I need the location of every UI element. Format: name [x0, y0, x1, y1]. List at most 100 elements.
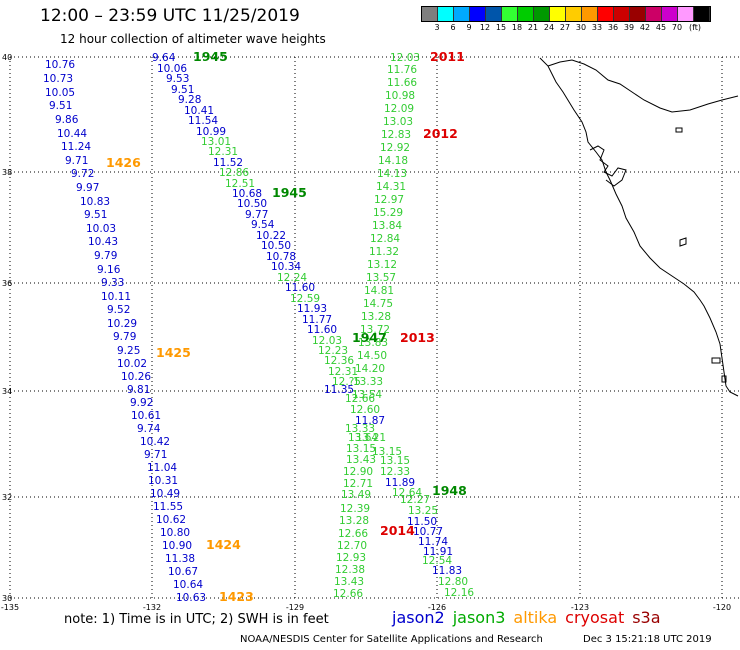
wave-height-label: 9.28 — [178, 94, 201, 106]
wave-height-label: 10.98 — [385, 90, 415, 102]
pass-time-label: 2012 — [423, 126, 458, 141]
wave-height-color-scale: 3 6 9 12 15 18 21 24 27 30 33 36 39 42 45 70 (ft) — [421, 6, 711, 34]
wave-height-label: 13.25 — [408, 505, 438, 517]
wave-height-label: 12.38 — [335, 564, 365, 576]
scale-swatch — [438, 7, 454, 21]
wave-height-label: 10.61 — [131, 410, 161, 422]
wave-height-label: 9.16 — [97, 264, 121, 276]
altimeter-tracks: 10.7610.7310.059.519.8610.4411.249.719.7… — [43, 49, 474, 604]
channel-island-4 — [721, 375, 727, 383]
sf-bay — [589, 145, 627, 187]
wave-height-label: 9.64 — [152, 52, 176, 64]
pass-time-label: 1948 — [432, 483, 467, 498]
latitude-label: 34 — [2, 387, 12, 396]
wave-height-label: 11.35 — [324, 384, 354, 396]
wave-height-label: 13.21 — [356, 432, 386, 444]
wave-height-label: 9.53 — [166, 73, 189, 85]
wave-height-label: 13.15 — [346, 443, 376, 455]
wave-height-label: 10.68 — [232, 188, 262, 200]
wave-height-label: 12.80 — [438, 576, 468, 588]
wave-height-label: 12.90 — [343, 466, 373, 478]
channel-island-1 — [675, 127, 683, 133]
wave-height-label: 9.77 — [245, 209, 268, 221]
legend-cryosat: cryosat — [565, 608, 625, 627]
wave-height-label: 11.89 — [385, 477, 415, 489]
wave-height-label: 13.28 — [361, 311, 391, 323]
wave-height-label: 12.03 — [390, 52, 420, 64]
wave-height-label: 15.29 — [373, 207, 403, 219]
wave-height-label: 10.11 — [101, 291, 131, 303]
pass-time-label: 1426 — [106, 155, 141, 170]
wave-height-label: 11.32 — [369, 246, 399, 258]
scale-swatch — [630, 7, 646, 21]
wave-height-label: 10.29 — [107, 318, 137, 330]
wave-height-label: 13.43 — [334, 576, 364, 588]
wave-height-label: 13.43 — [346, 454, 376, 466]
wave-height-label: 10.26 — [121, 371, 151, 383]
wave-height-label: 10.22 — [256, 230, 286, 242]
scale-label: 18 — [511, 23, 523, 32]
scale-swatch — [454, 7, 470, 21]
wave-height-label: 10.80 — [160, 527, 190, 539]
wave-height-label: 13.15 — [380, 455, 410, 467]
wave-height-label: 13.57 — [366, 272, 396, 284]
scale-label: 36 — [607, 23, 619, 32]
wave-height-label: 10.03 — [86, 223, 116, 235]
scale-swatch — [662, 7, 678, 21]
wave-height-label: 13.49 — [341, 489, 371, 501]
wave-height-label: 9.86 — [55, 114, 79, 126]
wave-height-label: 13.01 — [201, 136, 231, 148]
wave-height-label: 12.84 — [370, 233, 400, 245]
wave-height-label: 10.50 — [261, 240, 291, 252]
latitude-label: 40 — [2, 53, 12, 62]
channel-island-3 — [711, 357, 721, 364]
legend-altika: altika — [513, 608, 558, 627]
wave-height-label: 14.31 — [376, 181, 406, 193]
wave-height-label: 12.59 — [290, 293, 320, 305]
page-subtitle: 12 hour collection of altimeter wave hei… — [60, 32, 326, 46]
wave-height-label: 10.63 — [176, 592, 206, 604]
color-scale-swatches — [421, 6, 711, 22]
wave-height-label: 10.73 — [43, 73, 73, 85]
wave-height-label: 13.03 — [383, 116, 413, 128]
wave-height-label: 9.92 — [130, 397, 153, 409]
scale-swatch — [614, 7, 630, 21]
wave-height-label: 14.50 — [357, 350, 387, 362]
scale-label: 15 — [495, 23, 507, 32]
scale-swatch — [518, 7, 534, 21]
scale-label: 42 — [639, 23, 651, 32]
wave-height-label: 13.83 — [358, 337, 388, 349]
longitude-label: -126 — [428, 603, 446, 612]
wave-height-label: 10.42 — [140, 436, 170, 448]
wave-height-label: 12.27 — [400, 494, 430, 506]
wave-height-label: 10.76 — [45, 59, 75, 71]
scale-label: 3 — [434, 23, 440, 32]
wave-height-label: 10.78 — [266, 251, 296, 263]
wave-height-label: 14.13 — [377, 168, 407, 180]
scale-label: 33 — [591, 23, 603, 32]
wave-height-label: 12.39 — [340, 503, 370, 515]
page-title: 12:00 – 23:59 UTC 11/25/2019 — [40, 6, 300, 26]
wave-height-label: 11.83 — [432, 565, 462, 577]
latitude-label: 30 — [2, 594, 12, 603]
wave-height-label: 11.54 — [188, 115, 218, 127]
wave-height-label: 10.99 — [196, 126, 226, 138]
wave-height-label: 10.50 — [237, 198, 267, 210]
pass-time-label: 2011 — [430, 49, 465, 64]
footer-note: note: 1) Time is in UTC; 2) SWH is in fe… — [64, 612, 329, 627]
credit-text: NOAA/NESDIS Center for Satellite Applica… — [240, 634, 543, 645]
wave-height-label: 12.60 — [350, 404, 380, 416]
wave-height-label: 12.51 — [225, 178, 255, 190]
wave-height-label: 9.72 — [71, 168, 94, 180]
wave-height-label: 10.49 — [150, 488, 180, 500]
wave-height-label: 12.97 — [374, 194, 404, 206]
scale-swatch — [582, 7, 598, 21]
scale-swatch — [598, 7, 614, 21]
wave-height-label: 10.34 — [271, 261, 301, 273]
scale-swatch — [486, 7, 502, 21]
wave-height-label: 12.23 — [318, 345, 348, 357]
wave-height-label: 9.51 — [171, 84, 194, 96]
wave-height-label: 9.51 — [84, 209, 107, 221]
wave-height-label: 10.44 — [57, 128, 87, 140]
scale-label: 27 — [559, 23, 571, 32]
